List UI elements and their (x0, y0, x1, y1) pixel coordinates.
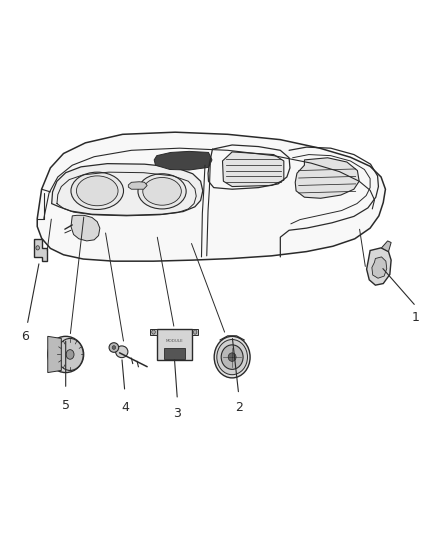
Ellipse shape (221, 345, 243, 369)
Ellipse shape (66, 350, 74, 359)
Polygon shape (367, 248, 391, 285)
Ellipse shape (217, 340, 247, 375)
Text: 6: 6 (21, 330, 29, 343)
Ellipse shape (48, 336, 84, 373)
Polygon shape (48, 336, 61, 373)
Ellipse shape (112, 345, 116, 350)
Polygon shape (37, 132, 385, 261)
Ellipse shape (71, 172, 124, 209)
Polygon shape (71, 215, 100, 241)
Ellipse shape (57, 338, 83, 370)
Polygon shape (372, 257, 387, 278)
Text: 4: 4 (121, 401, 129, 414)
Polygon shape (128, 182, 147, 189)
Polygon shape (34, 239, 47, 261)
Polygon shape (223, 152, 284, 187)
Ellipse shape (109, 343, 119, 352)
Ellipse shape (77, 176, 118, 206)
Ellipse shape (36, 246, 39, 250)
Polygon shape (150, 329, 157, 335)
Polygon shape (154, 151, 212, 170)
Ellipse shape (143, 177, 181, 205)
Ellipse shape (152, 330, 155, 334)
Text: 3: 3 (173, 407, 181, 419)
Polygon shape (192, 329, 198, 335)
Ellipse shape (228, 353, 236, 361)
Polygon shape (381, 241, 391, 252)
Text: MODULE: MODULE (166, 339, 183, 343)
Text: 5: 5 (62, 399, 70, 411)
Polygon shape (52, 164, 203, 215)
Ellipse shape (193, 330, 197, 334)
Polygon shape (295, 158, 359, 198)
FancyBboxPatch shape (157, 329, 192, 360)
Ellipse shape (138, 174, 186, 209)
Text: 2: 2 (235, 401, 243, 414)
Ellipse shape (214, 336, 250, 378)
Ellipse shape (116, 346, 128, 358)
Text: 1: 1 (412, 311, 420, 324)
FancyBboxPatch shape (164, 348, 185, 359)
